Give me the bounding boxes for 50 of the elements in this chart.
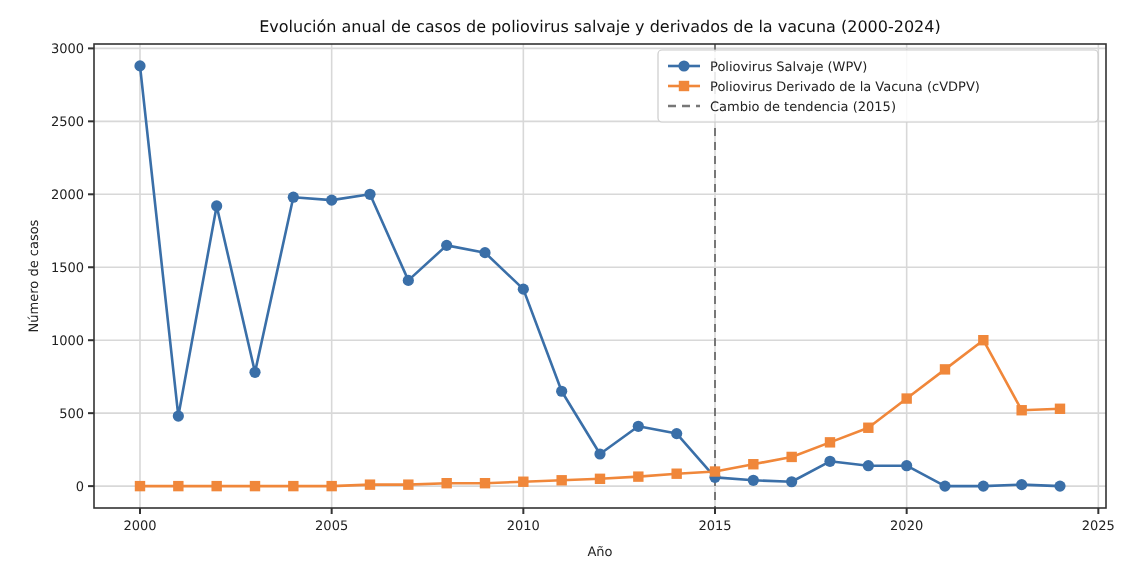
point (939, 364, 951, 375)
point (862, 460, 874, 472)
point (632, 420, 644, 432)
point (518, 476, 529, 487)
point (287, 191, 299, 203)
point (633, 471, 644, 482)
point (594, 448, 606, 460)
point (441, 239, 453, 251)
point (1016, 405, 1027, 416)
point (1054, 480, 1066, 492)
point (594, 473, 606, 485)
point (786, 476, 798, 488)
point (172, 410, 184, 422)
point (441, 477, 452, 489)
point (211, 200, 223, 212)
point (824, 437, 836, 448)
point (747, 474, 759, 486)
point (939, 480, 951, 492)
point (402, 274, 414, 286)
point (1016, 479, 1028, 491)
point (978, 335, 989, 346)
chart-title: Evolución anual de casos de poliovirus salvaje y derivados de la vacuna (2000-2024) (259, 18, 941, 36)
point (173, 480, 184, 492)
point (977, 480, 989, 492)
point (364, 479, 376, 490)
point (326, 194, 338, 206)
point (517, 283, 529, 295)
point (901, 460, 913, 472)
point (326, 480, 337, 492)
point (901, 393, 912, 404)
point (479, 247, 491, 259)
point (249, 480, 261, 492)
point (134, 480, 146, 492)
point (211, 480, 222, 492)
point (671, 468, 682, 479)
point (249, 366, 261, 378)
point (1054, 403, 1066, 414)
point (786, 451, 797, 463)
point (824, 455, 836, 467)
point (671, 427, 683, 440)
point (134, 60, 146, 72)
point (556, 475, 567, 486)
point (709, 466, 721, 477)
point (479, 477, 491, 489)
point (748, 459, 759, 470)
point (364, 188, 376, 200)
point (403, 479, 414, 490)
point (556, 385, 568, 397)
point (288, 480, 299, 492)
point (863, 422, 874, 433)
